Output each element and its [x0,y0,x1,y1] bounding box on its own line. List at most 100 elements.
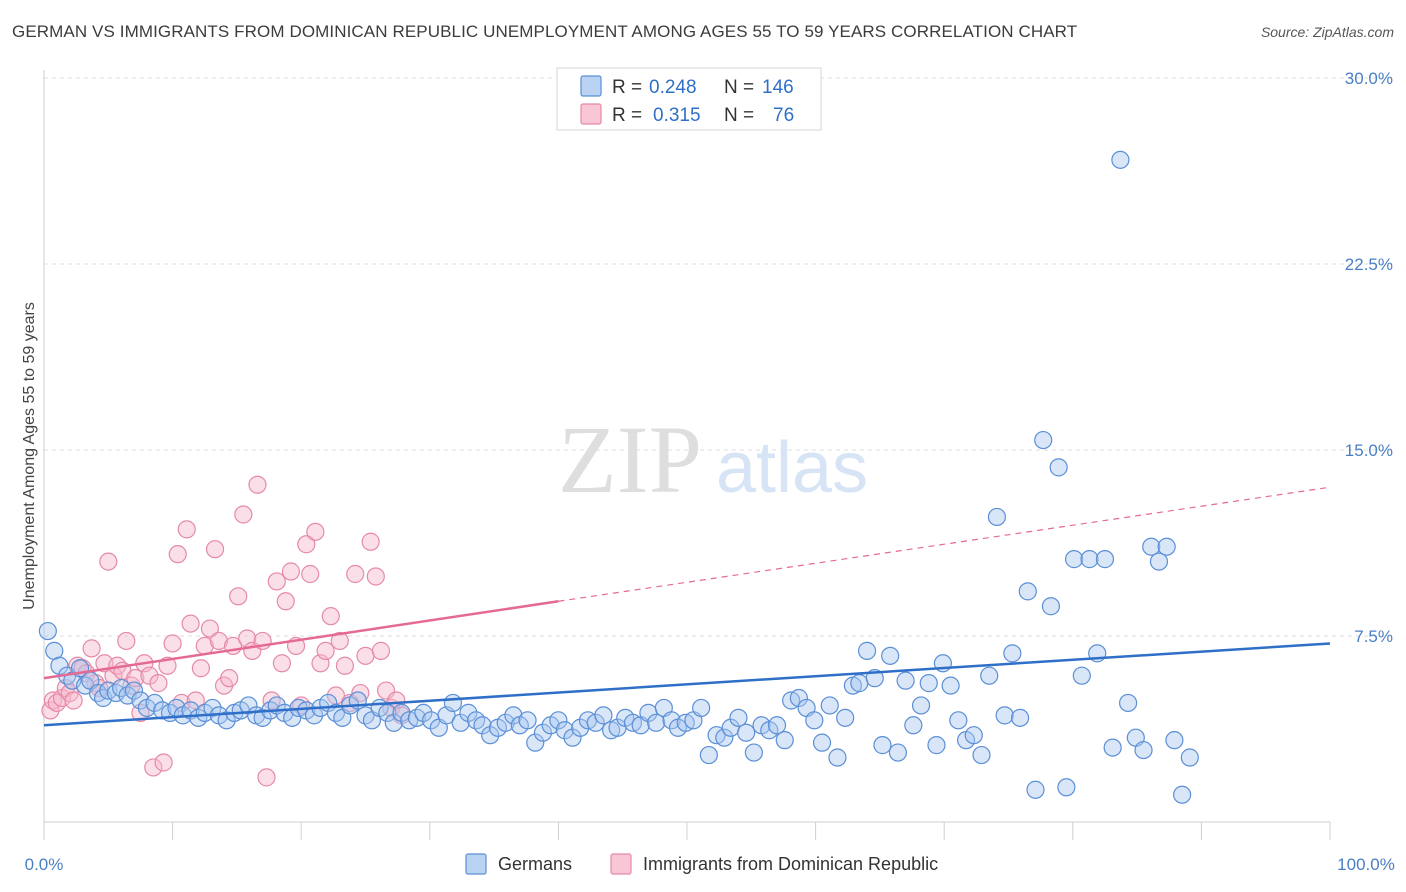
legend-swatch-dominican [580,103,602,125]
germans-point-68 [518,711,537,730]
dominican-point-14 [99,552,118,571]
dominican-point-71 [371,641,391,660]
germans-point-87 [662,711,681,730]
germans-point-136 [1034,430,1053,450]
source-label: Source: ZipAtlas.com [1260,24,1394,40]
germans-point-77 [586,713,605,732]
dominican-point-61 [321,607,340,626]
dominican-point-66 [346,564,365,584]
germans-point-118 [896,671,915,690]
dominican-point-18 [117,631,136,651]
germans-point-124 [941,676,960,695]
dominican-point-40 [220,669,239,688]
germans-point-101 [767,716,787,735]
germans-point-138 [1049,458,1068,477]
germans-point-149 [1134,740,1153,760]
dominican-point-56 [297,535,316,554]
watermark: ZIP atlas [558,406,868,513]
gridlines [44,77,1392,637]
correlation-legend: R = 0.248 N = 146 R = 0.315 N = 76 [556,67,822,131]
y-tick-label-1: 15.0% [1345,441,1393,460]
germans-point-58 [443,693,463,713]
germans-point-106 [805,711,824,730]
dominican-point-43 [234,505,253,524]
germans-trend-line [43,642,1331,727]
legend-n-value-1: 146 [762,77,794,98]
germans-point-112 [850,674,869,693]
germans-point-14 [124,681,144,700]
germans-point-98 [744,743,763,762]
y-axis-title: Unemployment Among Ages 55 to 59 years [21,302,38,610]
germans-point-132 [1003,644,1022,663]
dominican-point-26 [154,753,173,772]
bottom-legend-swatch-germans [465,853,487,875]
germans-point-50 [384,713,403,732]
germans-point-109 [828,748,847,767]
germans-point-73 [555,721,574,740]
germans-point-60 [459,703,478,722]
dominican-point-50 [267,572,286,591]
legend-r-value-2: 0.315 [653,105,701,126]
germans-point-63 [481,726,500,745]
dominican-point-48 [257,768,276,787]
dominican-point-67 [351,683,370,703]
germans-point-133 [1010,708,1030,727]
legend-r-label-1: R = [612,77,642,98]
legend-r-label-2: R = [612,105,642,126]
legend-n-value-2: 76 [773,105,794,126]
germans-point-139 [1057,778,1076,797]
germans-point-154 [1173,785,1192,804]
germans-point-94 [715,728,734,747]
germans-point-102 [775,731,794,750]
germans-point-30 [239,696,258,715]
dominican-point-58 [306,522,325,541]
dominican-point-29 [168,545,187,564]
germans-point-11 [106,683,126,703]
germans-point-17 [145,693,164,713]
germans-point-27 [217,711,236,730]
germans-point-140 [1064,550,1084,569]
germans-point-122 [927,736,946,755]
germans-point-150 [1142,537,1161,556]
y-tick-label-0: 7.5% [1354,627,1393,646]
germans-point-153 [1165,731,1184,750]
germans-point-54 [414,703,433,722]
dominican-point-68 [356,646,375,665]
dominican-point-10 [82,639,101,658]
germans-point-108 [820,696,839,715]
germans-point-69 [526,733,545,752]
germans-point-127 [964,726,983,745]
dominican-point-64 [335,656,355,675]
axis-labels: 7.5% 15.0% 22.5% 30.0% 0.0% 100.0% [25,69,1395,874]
germans-point-72 [549,711,568,730]
dominican-point-46 [248,475,267,494]
germans-point-141 [1072,666,1091,685]
dominican-point-42 [229,587,248,606]
germans-point-110 [836,708,855,727]
y-tick-label-2: 22.5% [1345,255,1393,274]
x-tick-label-0: 0.0% [25,855,64,874]
germans-point-97 [737,723,756,742]
x-tick-label-1: 100.0% [1337,855,1395,874]
legend-swatch-germans [580,75,602,97]
germans-point-117 [888,743,908,762]
dominican-point-70 [366,567,385,586]
germans-point-70 [533,723,553,742]
dominican-point-24 [144,758,163,777]
germans-point-146 [1111,150,1130,169]
dominican-point-25 [149,674,168,693]
germans-point-119 [904,716,923,735]
germans-point-65 [496,713,515,732]
axes [43,70,1331,840]
dominican-point-60 [316,641,335,660]
germans-point-151 [1149,552,1169,571]
watermark-atlas: atlas [716,428,868,508]
germans-point-78 [594,706,613,725]
dominican-point-32 [181,614,200,633]
dominican-point-6 [64,691,83,710]
germans-point-25 [203,698,222,718]
germans-point-134 [1018,582,1037,601]
germans-point-120 [911,696,931,715]
germans-point-135 [1026,780,1045,799]
dominican-point-52 [276,592,295,611]
